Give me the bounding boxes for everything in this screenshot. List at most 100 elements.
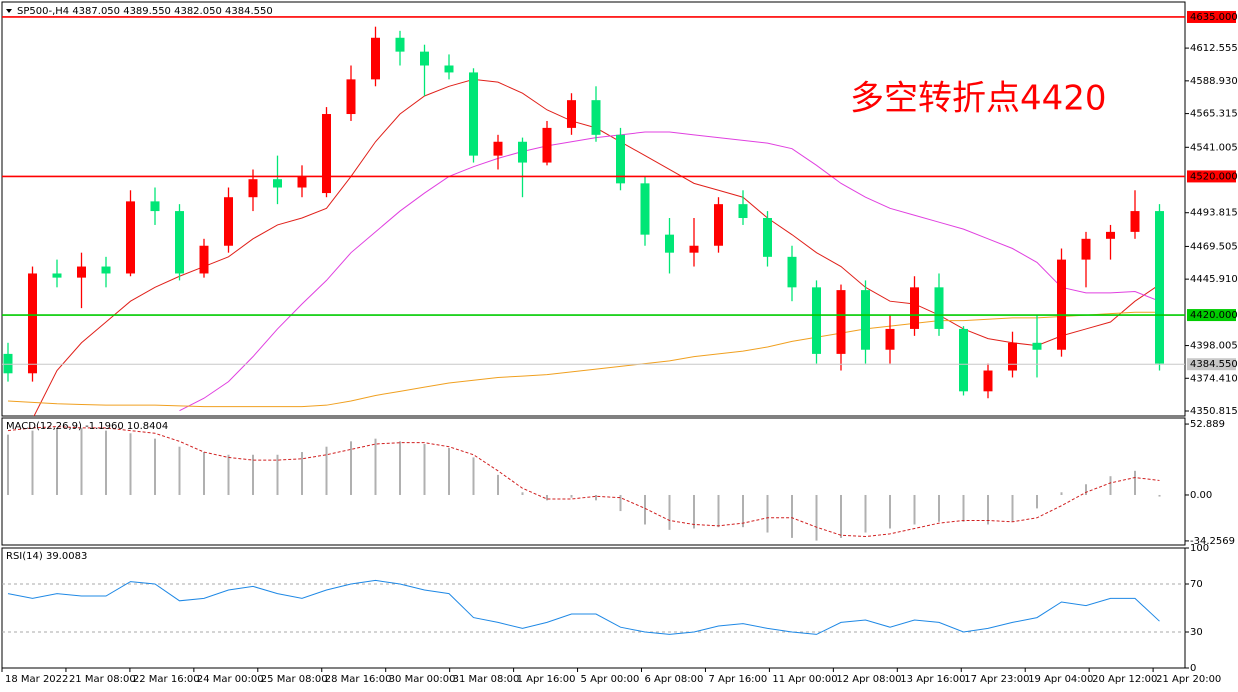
candle-body: [175, 211, 184, 274]
y-tick-label: 4445.910: [1190, 274, 1238, 285]
candle-body: [1130, 211, 1140, 232]
macd-bar: [840, 494, 842, 538]
x-tick-label: 28 Mar 16:00: [325, 674, 392, 685]
macd-bar: [889, 494, 891, 529]
x-tick-label: 5 Apr 00:00: [581, 674, 640, 685]
candle-body: [101, 266, 111, 274]
candle-body: [248, 179, 258, 198]
macd-bar: [325, 446, 328, 495]
y-tick-label: -34.2569: [1190, 536, 1235, 547]
macd-bar: [1085, 484, 1087, 495]
candle-body: [640, 183, 650, 235]
candle-body: [126, 201, 135, 274]
macd-bar: [1109, 476, 1112, 495]
chart-title: SP500-,H4 4387.050 4389.550 4382.050 438…: [17, 6, 273, 17]
macd-bar: [203, 452, 205, 495]
candle-body: [567, 100, 576, 128]
macd-panel: [1, 417, 1186, 546]
x-tick-label: 18 Mar 2022: [5, 674, 68, 685]
candle-body: [297, 176, 307, 188]
y-tick-label: 70: [1190, 579, 1203, 590]
candle-body: [3, 353, 13, 374]
candle-body: [224, 197, 233, 246]
y-tick-label: 4612.555: [1190, 43, 1238, 54]
price-plot: [3, 26, 1164, 416]
x-tick-label: 24 Mar 00:00: [197, 674, 264, 685]
x-tick-label: 17 Apr 23:00: [964, 674, 1029, 685]
rsi-title: RSI(14) 39.0083: [6, 551, 87, 562]
macd-bar: [570, 494, 573, 498]
macd-signal: [7, 426, 1160, 538]
macd-bar: [595, 494, 597, 501]
macd-bar: [1060, 492, 1063, 495]
macd-bar: [374, 438, 377, 495]
macd-bar: [815, 494, 818, 541]
candle-body: [1106, 231, 1115, 239]
macd-bar: [105, 430, 107, 495]
macd-bar: [938, 494, 940, 522]
candle-body: [934, 287, 944, 329]
candle-body: [28, 273, 37, 374]
candle-body: [591, 100, 601, 135]
level-label-box: [1187, 358, 1236, 371]
x-tick-label: 31 Mar 08:00: [453, 674, 520, 685]
y-tick-label: 4374.410: [1190, 373, 1238, 384]
level-label-box: [1187, 309, 1236, 322]
macd-bar: [154, 438, 156, 495]
candle-body: [1081, 238, 1091, 260]
candle-body: [616, 134, 625, 184]
macd-bar: [423, 444, 426, 495]
level-label-box: [1187, 170, 1236, 183]
annotation: 多空转折点4420: [850, 79, 1107, 119]
y-tick-label: 4493.815: [1190, 208, 1238, 219]
x-tick-label: 20 Apr 12:00: [1092, 674, 1157, 685]
macd-bar: [301, 452, 303, 495]
y-tick-label: 30: [1190, 627, 1203, 638]
x-tick-label: 19 Apr 04:00: [1028, 674, 1093, 685]
macd-bar: [644, 494, 646, 525]
candle-body: [689, 245, 699, 253]
x-tick-label: 21 Apr 20:00: [1156, 674, 1221, 685]
macd-bar: [546, 494, 548, 501]
macd-bar: [619, 494, 622, 512]
candle-body: [395, 37, 405, 52]
macd-bar: [742, 494, 744, 528]
macd-bar: [693, 494, 695, 529]
x-tick-label: 21 Mar 08:00: [69, 674, 136, 685]
x-tick-label: 1 Apr 16:00: [517, 674, 576, 685]
candle-body: [861, 290, 870, 350]
candle-body: [52, 273, 62, 278]
x-tick-label: 7 Apr 16:00: [708, 674, 767, 685]
x-tick-label: 13 Apr 16:00: [900, 674, 965, 685]
macd-bar: [31, 430, 34, 495]
x-tick-label: 25 Mar 08:00: [261, 674, 328, 685]
macd-bar: [1036, 494, 1038, 509]
macd-bar: [472, 457, 475, 495]
candle-body: [959, 328, 968, 392]
candle-body: [493, 141, 503, 156]
candle-body: [322, 114, 331, 194]
macd-bar: [350, 441, 352, 495]
plot-layer: 4612.555 4588.930 4565.315 4541.005 4493.815…: [1, 10, 1238, 685]
candle-body: [346, 79, 356, 115]
macd-bar: [252, 454, 254, 495]
y-tick-label: 0: [1190, 663, 1196, 674]
macd-bar: [56, 427, 58, 495]
macd-bar: [227, 454, 230, 495]
candle-body: [738, 204, 748, 219]
macd-bar: [1158, 494, 1161, 497]
candle-body: [199, 245, 209, 274]
candle-body: [1008, 342, 1017, 371]
price-panel: [1, 1, 1186, 417]
macd-bar: [399, 441, 401, 495]
y-tick-label: 100: [1190, 543, 1209, 554]
y-tick-label: 4350.815: [1190, 406, 1238, 417]
rsi-panel: [1, 547, 1186, 669]
macd-bar: [987, 494, 989, 525]
x-tick-label: 30 Mar 00:00: [389, 674, 456, 685]
candle-body: [787, 256, 797, 288]
y-tick-label: 0.00: [1190, 490, 1212, 501]
y-tick-label: 4469.505: [1190, 241, 1238, 252]
x-tick-label: 11 Apr 00:00: [772, 674, 837, 685]
